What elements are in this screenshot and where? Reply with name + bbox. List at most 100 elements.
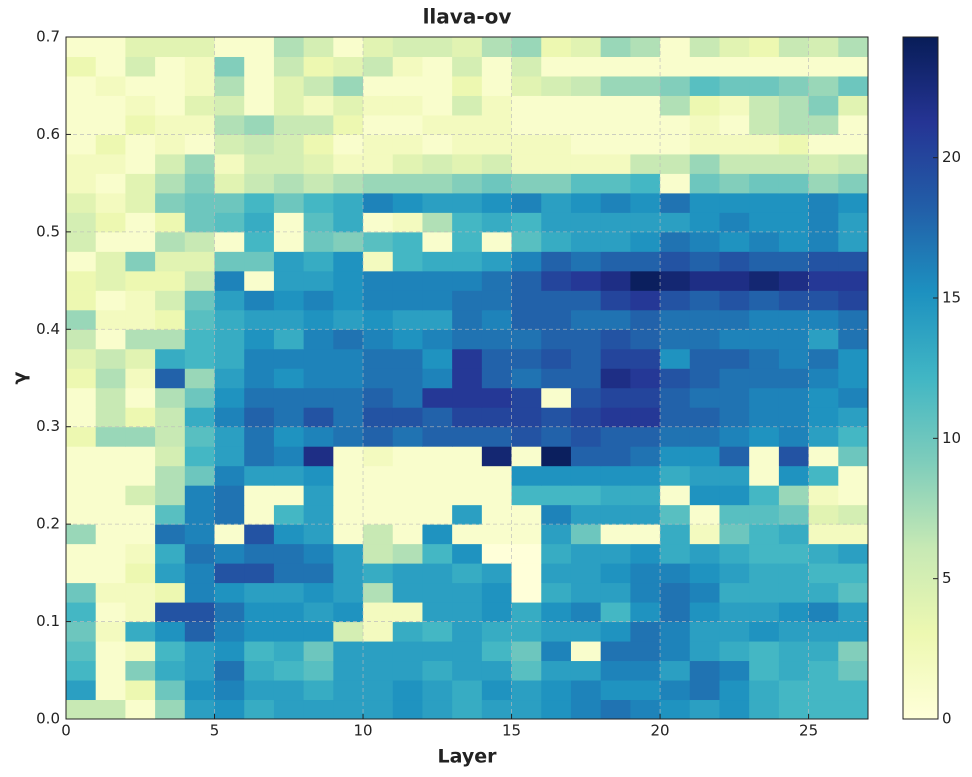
heatmap-cell	[155, 426, 186, 447]
heatmap-cell	[363, 407, 394, 428]
heatmap-cell	[244, 270, 275, 291]
heatmap-cell	[452, 56, 483, 77]
heatmap-cell	[155, 134, 186, 155]
heatmap-cell	[808, 485, 839, 506]
heatmap-cell	[155, 543, 186, 564]
heatmap-cell	[749, 329, 780, 350]
heatmap-cell	[778, 543, 810, 564]
heatmap-cell	[184, 368, 216, 389]
heatmap-cell	[808, 387, 839, 408]
heatmap-cell	[244, 290, 275, 311]
heatmap-cell	[808, 426, 839, 447]
heatmap-cell	[570, 407, 602, 428]
heatmap-cell	[541, 680, 572, 701]
heatmap-cell	[422, 173, 453, 194]
heatmap-cell	[363, 309, 394, 330]
heatmap-cell	[333, 582, 364, 603]
heatmap-cell	[155, 37, 186, 57]
colorbar-tick-label: 0	[942, 710, 952, 728]
heatmap-cell	[660, 582, 691, 603]
heatmap-cell	[600, 75, 631, 96]
heatmap-cell	[481, 212, 513, 233]
heatmap-cell	[541, 641, 572, 662]
heatmap-cell	[600, 56, 631, 77]
heatmap-cell	[363, 680, 394, 701]
y-tick-label: 0.0	[36, 710, 60, 728]
heatmap-cell	[452, 290, 483, 311]
heatmap-cell	[689, 543, 720, 564]
heatmap-cell	[778, 134, 810, 155]
heatmap-cell	[660, 387, 691, 408]
heatmap-cell	[95, 407, 126, 428]
heatmap-cell	[660, 212, 691, 233]
heatmap-cell	[155, 56, 186, 77]
heatmap-cell	[363, 134, 394, 155]
heatmap-cell	[392, 134, 423, 155]
heatmap-cell	[778, 660, 810, 681]
heatmap-cell	[600, 329, 631, 350]
heatmap-cell	[600, 563, 631, 584]
heatmap-cell	[660, 270, 691, 291]
heatmap-cell	[541, 602, 572, 623]
heatmap-cell	[333, 348, 364, 369]
heatmap-cell	[155, 621, 186, 642]
heatmap-cell	[778, 309, 810, 330]
heatmap-cell	[184, 348, 216, 369]
heatmap-cell	[660, 290, 691, 311]
heatmap-cell	[570, 524, 602, 545]
heatmap-cell	[570, 231, 602, 252]
heatmap-cell	[452, 602, 483, 623]
heatmap-cell	[452, 348, 483, 369]
heatmap-cell	[778, 251, 810, 272]
heatmap-cell	[660, 680, 691, 701]
heatmap-cell	[838, 680, 869, 701]
heatmap-cell	[481, 582, 513, 603]
heatmap-cell	[719, 543, 750, 564]
heatmap-cell	[273, 485, 305, 506]
heatmap-cell	[422, 426, 453, 447]
heatmap-cell	[244, 329, 275, 350]
heatmap-cell	[66, 582, 97, 603]
heatmap-cell	[570, 173, 602, 194]
heatmap-cell	[392, 192, 423, 213]
heatmap-cell	[273, 56, 305, 77]
heatmap-cell	[808, 251, 839, 272]
heatmap-cell	[422, 407, 453, 428]
heatmap-cell	[778, 426, 810, 447]
heatmap-cell	[392, 153, 423, 174]
heatmap-cell	[570, 95, 602, 116]
heatmap-cell	[422, 680, 453, 701]
heatmap-cell	[778, 582, 810, 603]
heatmap-cell	[719, 699, 750, 720]
heatmap-cell	[481, 699, 513, 720]
heatmap-cell	[808, 270, 839, 291]
heatmap-cell	[303, 192, 334, 213]
heatmap-cell	[214, 329, 245, 350]
heatmap-cell	[273, 231, 305, 252]
heatmap-cell	[392, 660, 423, 681]
heatmap-cell	[214, 231, 245, 252]
heatmap-cell	[155, 485, 186, 506]
heatmap-cell	[244, 231, 275, 252]
heatmap-cell	[541, 485, 572, 506]
heatmap-cell	[273, 212, 305, 233]
heatmap-cell	[392, 504, 423, 525]
heatmap-cell	[422, 524, 453, 545]
heatmap-cell	[808, 660, 839, 681]
heatmap-cell	[689, 329, 720, 350]
heatmap-cell	[184, 485, 216, 506]
heatmap-cell	[273, 75, 305, 96]
heatmap-cell	[541, 387, 572, 408]
heatmap-cell	[66, 621, 97, 642]
heatmap-cell	[125, 543, 156, 564]
heatmap-cell	[125, 290, 156, 311]
heatmap-cell	[541, 37, 572, 57]
heatmap-cell	[452, 251, 483, 272]
heatmap-cell	[95, 114, 126, 135]
heatmap-cell	[363, 602, 394, 623]
heatmap-cell	[214, 524, 245, 545]
heatmap-cell	[541, 329, 572, 350]
heatmap-cell	[689, 368, 720, 389]
heatmap-cell	[630, 75, 661, 96]
heatmap-cell	[392, 75, 423, 96]
